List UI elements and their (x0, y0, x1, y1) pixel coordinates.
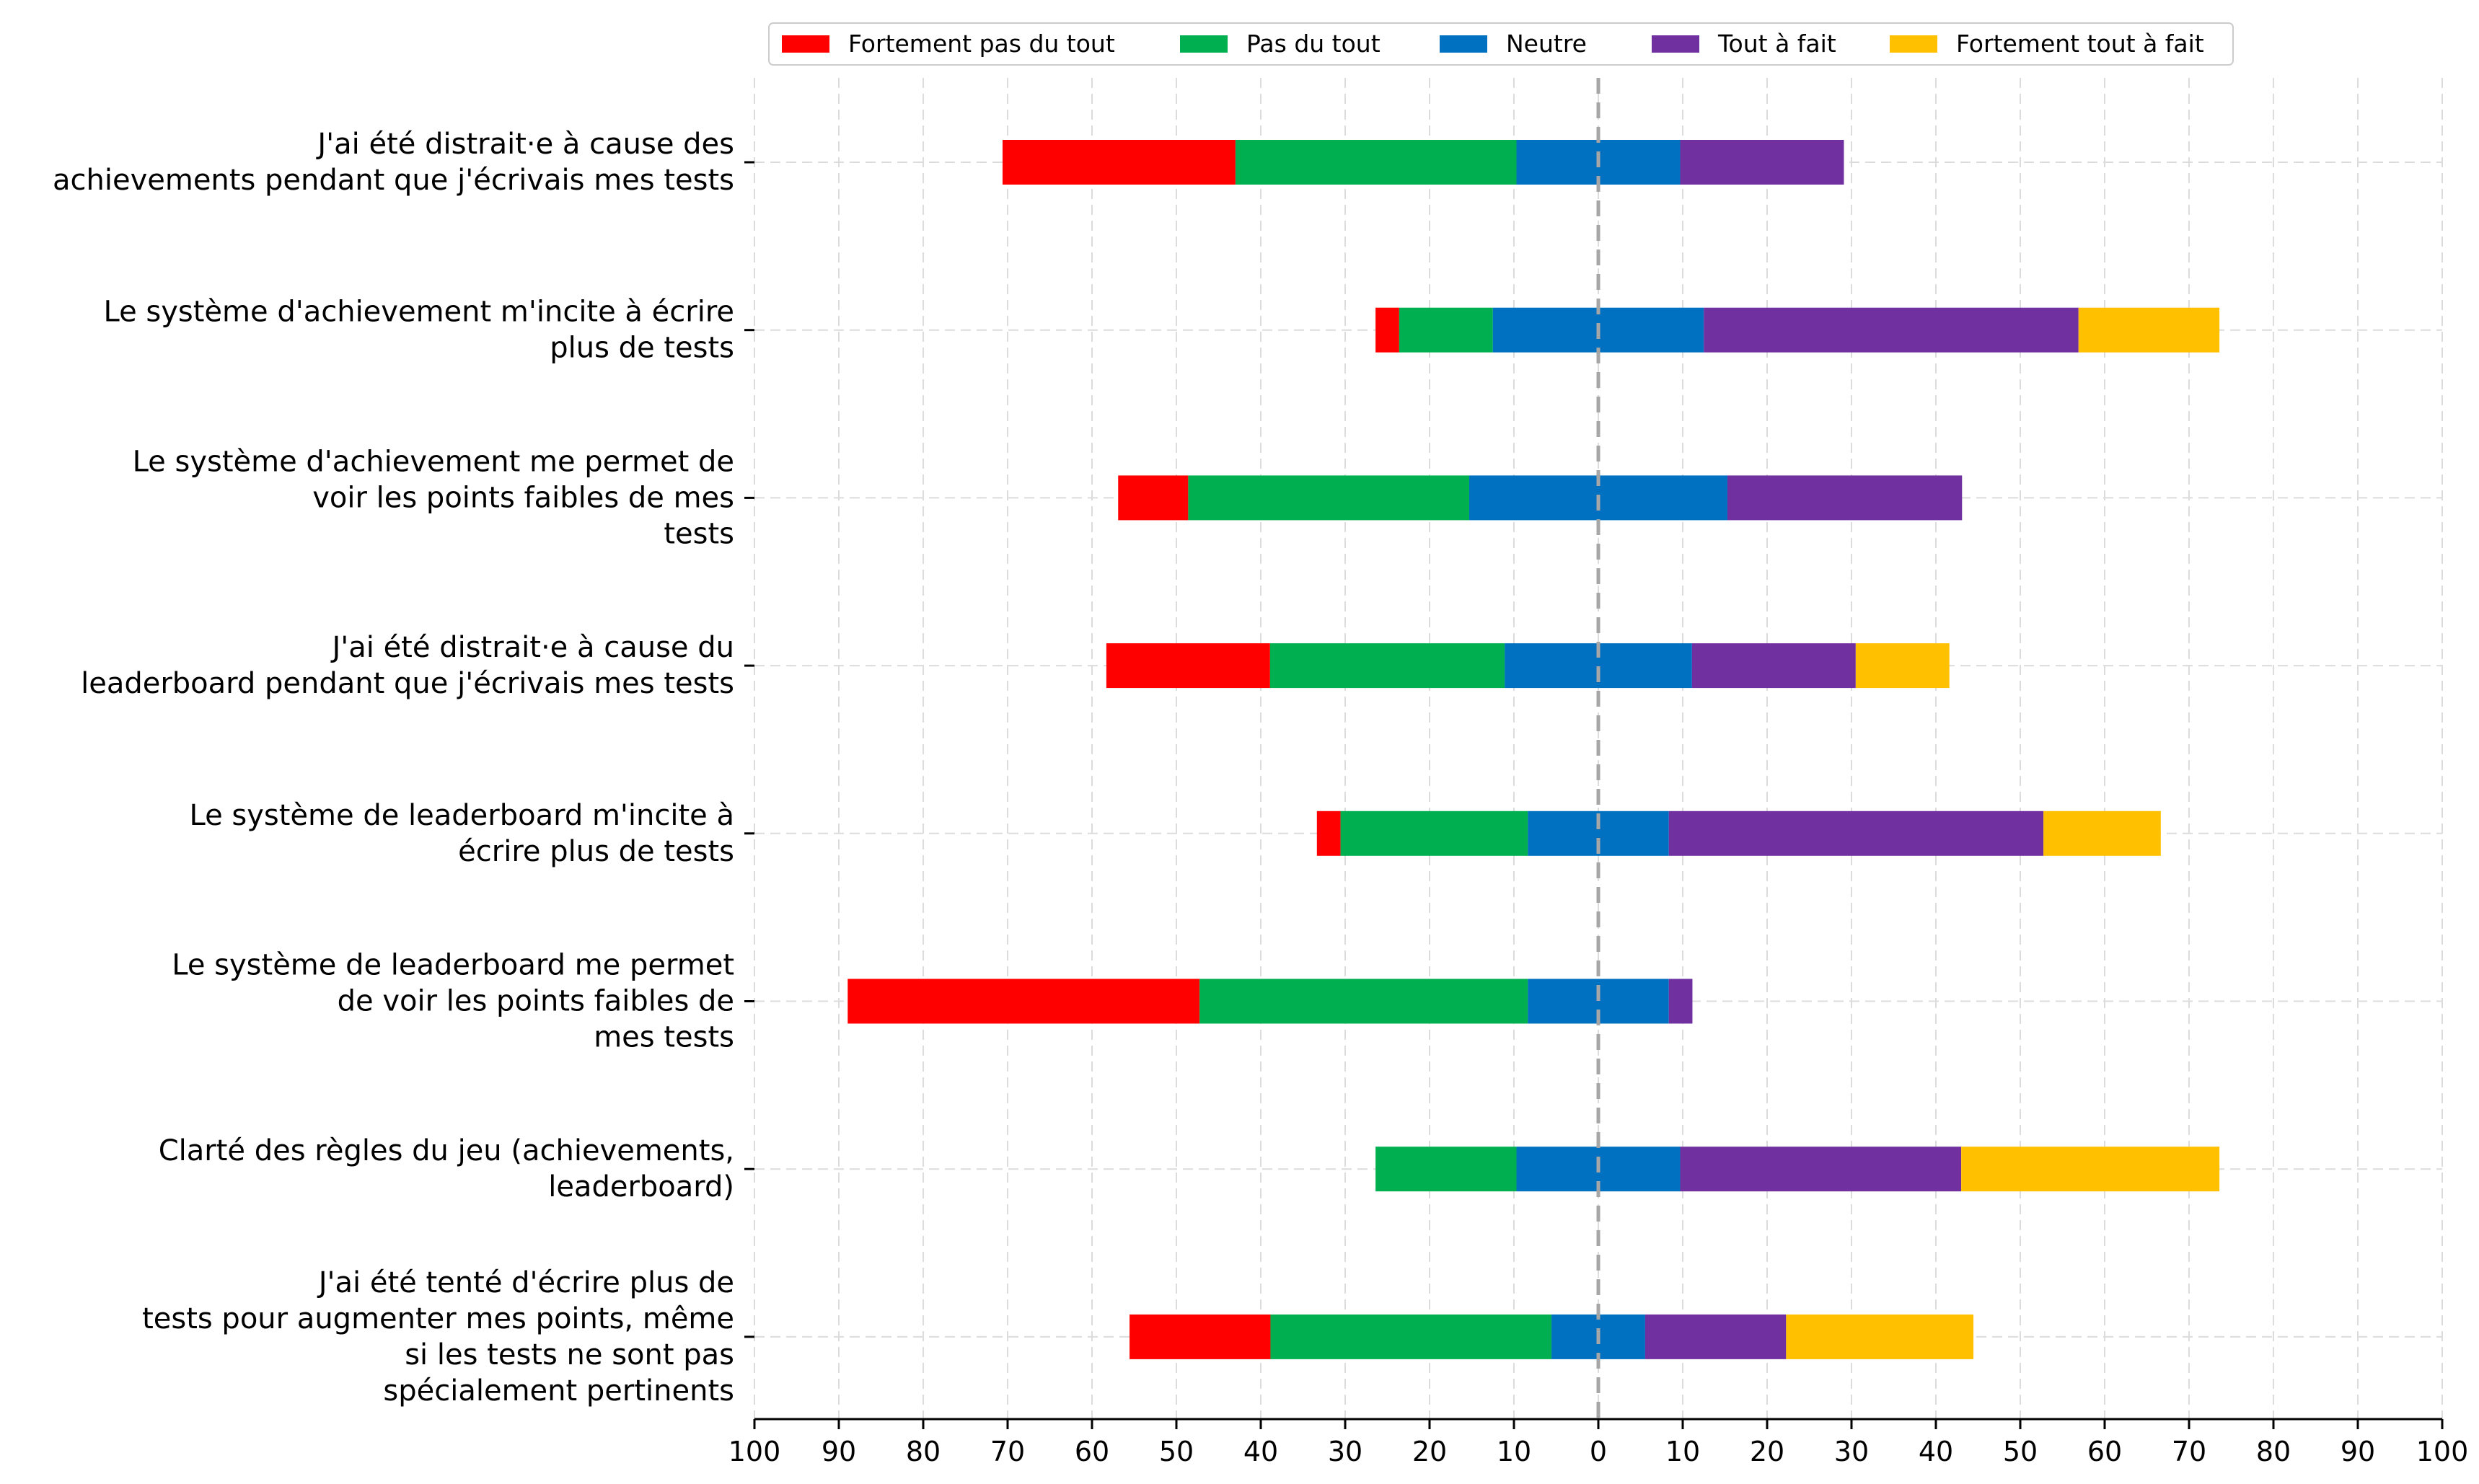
x-tick-label-19: 90 (2341, 1436, 2375, 1467)
x-tick-label-3: 70 (990, 1436, 1025, 1467)
category-label-2-line-2: tests (664, 517, 734, 550)
x-tick-label-0: 100 (728, 1436, 781, 1467)
bar-3-3 (1691, 643, 1856, 689)
category-label-3-line-1: leaderboard pendant que j'écrivais mes t… (81, 667, 734, 700)
legend-label-4: Fortement tout à fait (1956, 30, 2204, 58)
category-labels: J'ai été distrait·e à cause desachieveme… (53, 128, 734, 1408)
bar-1-0 (1375, 307, 1399, 353)
bar-4-0 (1316, 811, 1341, 856)
category-label-1-line-1: plus de tests (550, 332, 734, 365)
x-tick-label-7: 30 (1328, 1436, 1362, 1467)
legend-swatch-1 (1180, 35, 1228, 53)
bars-layer (847, 140, 2220, 1359)
x-tick-label-10: 0 (1590, 1436, 1607, 1467)
x-tick-label-11: 10 (1665, 1436, 1700, 1467)
bar-6-4 (1961, 1147, 2220, 1192)
category-label-5-line-1: de voir les points faibles de (338, 985, 734, 1018)
bar-4-1 (1340, 811, 1528, 856)
x-tick-label-6: 40 (1243, 1436, 1278, 1467)
bar-5-0 (847, 979, 1200, 1024)
category-label-0-line-0: J'ai été distrait·e à cause des (315, 128, 734, 161)
bar-0-0 (1002, 140, 1236, 185)
category-label-4-line-0: Le système de leaderboard m'incite à (189, 799, 734, 832)
legend-swatch-2 (1440, 35, 1487, 53)
x-tick-label-16: 60 (2087, 1436, 2122, 1467)
x-tick-label-8: 20 (1412, 1436, 1447, 1467)
bar-0-3 (1680, 140, 1844, 185)
legend-label-1: Pas du tout (1246, 30, 1381, 58)
x-tick-label-1: 90 (822, 1436, 856, 1467)
category-label-7-line-0: J'ai été tenté d'écrire plus de (317, 1266, 734, 1299)
category-label-2-line-0: Le système d'achievement me permet de (133, 445, 734, 478)
bar-1-4 (2078, 307, 2220, 353)
bar-7-0 (1130, 1314, 1271, 1359)
category-label-4-line-1: écrire plus de tests (458, 835, 734, 868)
bar-2-1 (1188, 475, 1469, 521)
category-label-1-line-0: Le système d'achievement m'incite à écri… (103, 296, 734, 329)
bar-4-3 (1668, 811, 2044, 856)
legend-swatch-3 (1652, 35, 1699, 53)
category-label-3-line-0: J'ai été distrait·e à cause du (330, 631, 734, 664)
bar-0-1 (1235, 140, 1517, 185)
x-tick-label-13: 30 (1834, 1436, 1869, 1467)
bar-5-3 (1668, 979, 1693, 1024)
bar-3-1 (1269, 643, 1505, 689)
bar-4-4 (2043, 811, 2161, 856)
bar-3-0 (1106, 643, 1270, 689)
bar-1-1 (1399, 307, 1493, 353)
category-label-0-line-1: achievements pendant que j'écrivais mes … (53, 164, 734, 197)
x-tick-label-18: 80 (2256, 1436, 2291, 1467)
x-tick-label-15: 50 (2003, 1436, 2038, 1467)
bar-6-1 (1375, 1147, 1517, 1192)
x-tick-label-2: 80 (906, 1436, 941, 1467)
category-label-5-line-0: Le système de leaderboard me permet (172, 949, 734, 982)
bar-2-3 (1727, 475, 1963, 521)
x-tick-label-12: 20 (1750, 1436, 1784, 1467)
axis-layer: 100 90 80 70 60 50 40 30 20 10 0 10 20 30 40 50 60 70 80 90… (728, 78, 2469, 1467)
x-tick-label-5: 50 (1159, 1436, 1194, 1467)
legend-label-0: Fortement pas du tout (848, 30, 1115, 58)
bar-7-4 (1786, 1314, 1974, 1359)
category-label-7-line-1: tests pour augmenter mes points, même (142, 1302, 734, 1335)
bar-5-1 (1199, 979, 1528, 1024)
category-label-5-line-2: mes tests (594, 1021, 734, 1054)
category-label-2-line-1: voir les points faibles de mes (312, 481, 734, 514)
legend-swatch-4 (1890, 35, 1937, 53)
bar-7-3 (1644, 1314, 1787, 1359)
bar-3-4 (1855, 643, 1950, 689)
bar-2-0 (1118, 475, 1189, 521)
x-tick-label-14: 40 (1919, 1436, 1953, 1467)
x-tick-label-17: 70 (2172, 1436, 2206, 1467)
x-tick-label-20: 100 (2416, 1436, 2469, 1467)
legend-label-2: Neutre (1506, 30, 1587, 58)
bar-7-1 (1270, 1314, 1552, 1359)
x-tick-label-9: 10 (1497, 1436, 1531, 1467)
bar-1-3 (1704, 307, 2079, 353)
category-label-7-line-3: spécialement pertinents (383, 1374, 734, 1408)
legend-box (768, 22, 2234, 66)
category-label-6-line-0: Clarté des règles du jeu (achievements, (159, 1134, 734, 1167)
legend-swatch-0 (782, 35, 829, 53)
bar-6-3 (1680, 1147, 1962, 1192)
legend: Fortement pas du tout Pas du tout Neutre To… (768, 22, 2234, 66)
category-label-6-line-1: leaderboard) (548, 1170, 734, 1203)
category-label-7-line-2: si les tests ne sont pas (405, 1338, 734, 1372)
legend-label-3: Tout à fait (1717, 30, 1836, 58)
x-tick-label-4: 60 (1075, 1436, 1109, 1467)
